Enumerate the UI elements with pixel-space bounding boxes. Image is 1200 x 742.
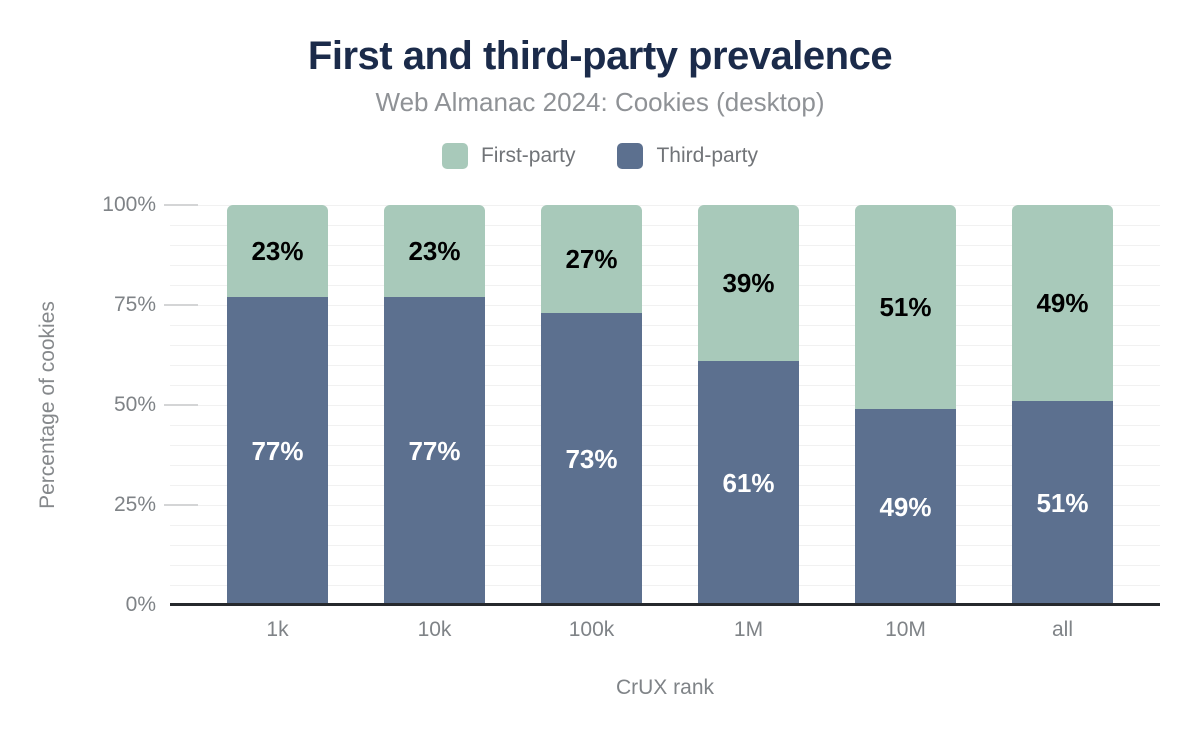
bar-segment-third-party-1M: 61% (698, 361, 799, 605)
bar-segment-third-party-all: 51% (1012, 401, 1113, 605)
gridline-5 (170, 585, 1160, 586)
y-tick-mark-50 (164, 404, 198, 406)
gridline-25 (170, 505, 1160, 506)
x-tick-label-1M: 1M (733, 618, 764, 641)
gridline-90 (170, 245, 1160, 246)
gridline-80 (170, 285, 1160, 286)
y-tick-label-100: 100% (102, 193, 156, 216)
bar-10k: 77% 23% (384, 205, 485, 605)
legend-swatch-icon (441, 143, 468, 169)
x-tick-label-all: all (1051, 618, 1073, 641)
x-tick-label-10M: 10M (885, 618, 926, 641)
gridline-40 (170, 445, 1160, 446)
bar-segment-first-party-1M: 39% (698, 205, 799, 361)
bar-segment-first-party-100k: 27% (541, 205, 642, 313)
bar-segment-first-party-10M: 51% (855, 205, 956, 409)
chart-subtitle: Web Almanac 2024: Cookies (desktop) (375, 87, 825, 117)
gridline-35 (170, 465, 1160, 466)
gridline-85 (170, 265, 1160, 266)
bar-segment-first-party-1k: 23% (227, 205, 328, 297)
gridline-60 (170, 365, 1160, 366)
x-axis-title: CrUX rank (615, 676, 715, 699)
bar-segment-third-party-10k: 77% (384, 297, 485, 605)
bar-100k: 73% 27% (541, 205, 642, 605)
legend-label: First-party (480, 144, 576, 167)
legend-swatch-icon (617, 143, 644, 169)
y-tick-label-50: 50% (113, 393, 156, 416)
x-tick-label-100k: 100k (568, 618, 615, 641)
bar-label-third-party-1k: 77% (251, 435, 304, 466)
gridline-100 (170, 205, 1160, 206)
y-tick-label-0: 0% (125, 593, 156, 616)
x-tick-label-1k: 1k (266, 618, 289, 641)
bar-1M: 61% 39% (698, 205, 799, 605)
bar-label-first-party-1k: 23% (251, 235, 304, 266)
bar-label-first-party-100k: 27% (565, 243, 618, 274)
gridline-95 (170, 225, 1160, 226)
plot-area: 0% 25% 50% 75% 100% 77% 23% 1k 77% 23% 10k 73% 27% 10… (102, 194, 1160, 641)
y-axis-title: Percentage of cookies (36, 301, 60, 509)
y-tick-mark-75 (164, 304, 198, 306)
legend: First-party Third-party (0, 142, 1200, 170)
gridline-45 (170, 425, 1160, 426)
y-tick-mark-25 (164, 504, 198, 506)
bar-1k: 77% 23% (227, 205, 328, 605)
y-tick-label-25: 25% (113, 493, 156, 516)
bar-label-third-party-10M: 49% (879, 491, 932, 522)
bar-10M: 49% 51% (855, 205, 956, 605)
y-tick-mark-100 (164, 204, 198, 206)
bar-label-first-party-1M: 39% (722, 267, 775, 298)
gridline-75 (170, 305, 1160, 306)
gridline-15 (170, 545, 1160, 546)
bar-label-first-party-10k: 23% (408, 235, 461, 266)
gridline-55 (170, 385, 1160, 386)
legend-label: Third-party (656, 144, 759, 167)
legend-item-third-party: Third-party (617, 143, 758, 169)
bar-label-first-party-10M: 51% (879, 291, 932, 322)
gridline-20 (170, 525, 1160, 526)
bar-label-first-party-all: 49% (1036, 287, 1089, 318)
y-tick-label-75: 75% (113, 293, 156, 316)
bar-segment-third-party-10M: 49% (855, 409, 956, 605)
bar-segment-first-party-10k: 23% (384, 205, 485, 297)
bar-segment-third-party-1k: 77% (227, 297, 328, 605)
bar-all: 51% 49% (1012, 205, 1113, 605)
gridline-65 (170, 345, 1160, 346)
gridline-50 (170, 405, 1160, 406)
x-tick-label-10k: 10k (417, 618, 452, 641)
chart-title: First and third-party prevalence (307, 34, 893, 78)
legend-item-first-party: First-party (441, 143, 576, 169)
x-axis-line (170, 603, 1160, 606)
bar-label-third-party-1M: 61% (722, 467, 775, 498)
bar-label-third-party-100k: 73% (565, 443, 618, 474)
gridline-30 (170, 485, 1160, 486)
bar-segment-third-party-100k: 73% (541, 313, 642, 605)
bar-label-third-party-all: 51% (1036, 487, 1089, 518)
gridline-10 (170, 565, 1160, 566)
gridline-70 (170, 325, 1160, 326)
bar-segment-first-party-all: 49% (1012, 205, 1113, 401)
bar-label-third-party-10k: 77% (408, 435, 461, 466)
